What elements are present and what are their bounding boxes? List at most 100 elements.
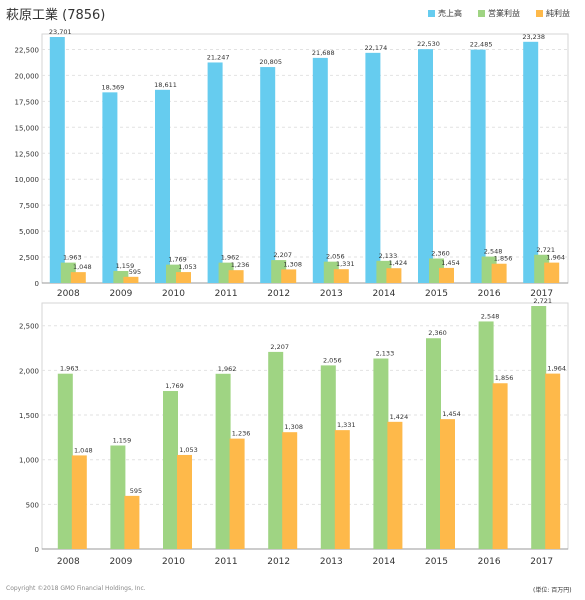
data-label: 1,963 bbox=[60, 365, 79, 373]
x-tick-label: 2008 bbox=[57, 289, 80, 299]
data-label: 2,721 bbox=[533, 297, 552, 305]
data-label: 21,688 bbox=[312, 49, 335, 57]
bar bbox=[320, 365, 336, 549]
bar bbox=[70, 272, 86, 283]
x-tick-label: 2017 bbox=[530, 557, 553, 567]
data-label: 1,331 bbox=[336, 260, 355, 268]
data-label: 1,308 bbox=[284, 423, 303, 431]
x-tick-label: 2009 bbox=[109, 557, 132, 567]
x-tick-label: 2008 bbox=[57, 557, 80, 567]
x-tick-label: 2015 bbox=[425, 289, 448, 299]
bar bbox=[123, 276, 139, 283]
y-tick-label: 1,500 bbox=[19, 412, 39, 420]
bar bbox=[260, 67, 276, 284]
bar bbox=[492, 383, 508, 549]
y-tick-label: 22,500 bbox=[15, 46, 40, 54]
data-label: 2,360 bbox=[431, 250, 450, 258]
data-label: 23,238 bbox=[522, 33, 545, 41]
y-tick-label: 1,000 bbox=[19, 457, 39, 465]
bar bbox=[71, 455, 87, 549]
data-label: 1,962 bbox=[218, 365, 237, 373]
x-tick-label: 2011 bbox=[215, 289, 238, 299]
data-label: 18,369 bbox=[102, 83, 125, 91]
data-label: 20,805 bbox=[259, 58, 282, 66]
bar bbox=[491, 263, 507, 283]
y-tick-label: 500 bbox=[26, 501, 39, 509]
bar bbox=[229, 438, 245, 549]
legend-label-operating: 営業利益 bbox=[488, 9, 520, 18]
y-tick-label: 0 bbox=[35, 280, 39, 288]
bar bbox=[523, 41, 539, 283]
y-tick-label: 5,000 bbox=[19, 228, 39, 236]
data-label: 1,308 bbox=[283, 260, 302, 268]
y-tick-label: 2,000 bbox=[19, 367, 39, 375]
x-tick-label: 2013 bbox=[320, 289, 343, 299]
bar bbox=[177, 454, 192, 549]
data-label: 1,856 bbox=[494, 255, 513, 263]
data-label: 1,236 bbox=[232, 430, 251, 438]
bar bbox=[268, 351, 284, 549]
data-label: 1,053 bbox=[179, 446, 198, 454]
bar bbox=[373, 358, 389, 549]
bar bbox=[49, 37, 65, 283]
bar bbox=[207, 62, 223, 283]
bar bbox=[545, 373, 561, 549]
y-tick-label: 17,500 bbox=[15, 98, 40, 106]
data-label: 2,056 bbox=[323, 356, 342, 364]
data-label: 1,424 bbox=[389, 259, 408, 267]
data-label: 2,207 bbox=[273, 251, 292, 259]
data-label: 23,701 bbox=[49, 28, 72, 36]
x-tick-label: 2016 bbox=[478, 557, 501, 567]
x-tick-label: 2014 bbox=[372, 557, 395, 567]
bar bbox=[440, 419, 455, 549]
bar bbox=[439, 267, 454, 283]
x-tick-label: 2011 bbox=[215, 557, 238, 567]
bar bbox=[531, 306, 547, 549]
data-label: 1,048 bbox=[73, 263, 92, 271]
x-tick-label: 2016 bbox=[478, 289, 501, 299]
data-label: 2,133 bbox=[376, 350, 395, 358]
data-label: 1,159 bbox=[113, 436, 132, 444]
x-tick-label: 2012 bbox=[267, 557, 290, 567]
bar bbox=[155, 89, 170, 283]
unit-note: (単位: 百万円) bbox=[533, 587, 572, 594]
bar bbox=[312, 57, 328, 283]
y-tick-label: 20,000 bbox=[15, 72, 40, 80]
y-tick-label: 0 bbox=[35, 546, 39, 554]
bar bbox=[386, 268, 402, 283]
x-tick-label: 2010 bbox=[162, 289, 185, 299]
bar bbox=[544, 262, 560, 283]
data-label: 1,048 bbox=[74, 446, 93, 454]
data-label: 22,485 bbox=[470, 41, 493, 49]
bar bbox=[282, 432, 298, 549]
bar bbox=[470, 49, 486, 283]
bar bbox=[228, 270, 244, 283]
data-label: 1,236 bbox=[231, 261, 250, 269]
bar bbox=[215, 373, 231, 549]
x-tick-label: 2015 bbox=[425, 557, 448, 567]
y-tick-label: 10,000 bbox=[15, 176, 40, 184]
bar bbox=[176, 272, 191, 283]
data-label: 1,159 bbox=[116, 262, 135, 270]
legend-swatch-sales bbox=[428, 10, 435, 17]
data-label: 1,963 bbox=[63, 254, 82, 262]
bar bbox=[365, 52, 381, 283]
data-label: 1,856 bbox=[495, 374, 514, 382]
bar bbox=[478, 321, 494, 549]
data-label: 18,611 bbox=[154, 81, 177, 89]
legend-swatch-net bbox=[536, 10, 543, 17]
copyright-text: Copyright ©2018 GMO Financial Holdings, … bbox=[6, 585, 146, 592]
bar bbox=[334, 430, 350, 549]
x-tick-label: 2017 bbox=[530, 289, 553, 299]
data-label: 1,769 bbox=[168, 256, 187, 264]
legend-label-net: 純利益 bbox=[546, 9, 570, 18]
data-label: 1,454 bbox=[442, 410, 461, 418]
data-label: 1,424 bbox=[390, 413, 409, 421]
data-label: 1,454 bbox=[441, 259, 460, 267]
page-title: 萩原工業 (7856) bbox=[6, 8, 106, 23]
legend-label-sales: 売上高 bbox=[438, 9, 462, 18]
bar bbox=[418, 49, 433, 283]
data-label: 22,530 bbox=[417, 40, 440, 48]
y-tick-label: 2,500 bbox=[19, 254, 39, 262]
